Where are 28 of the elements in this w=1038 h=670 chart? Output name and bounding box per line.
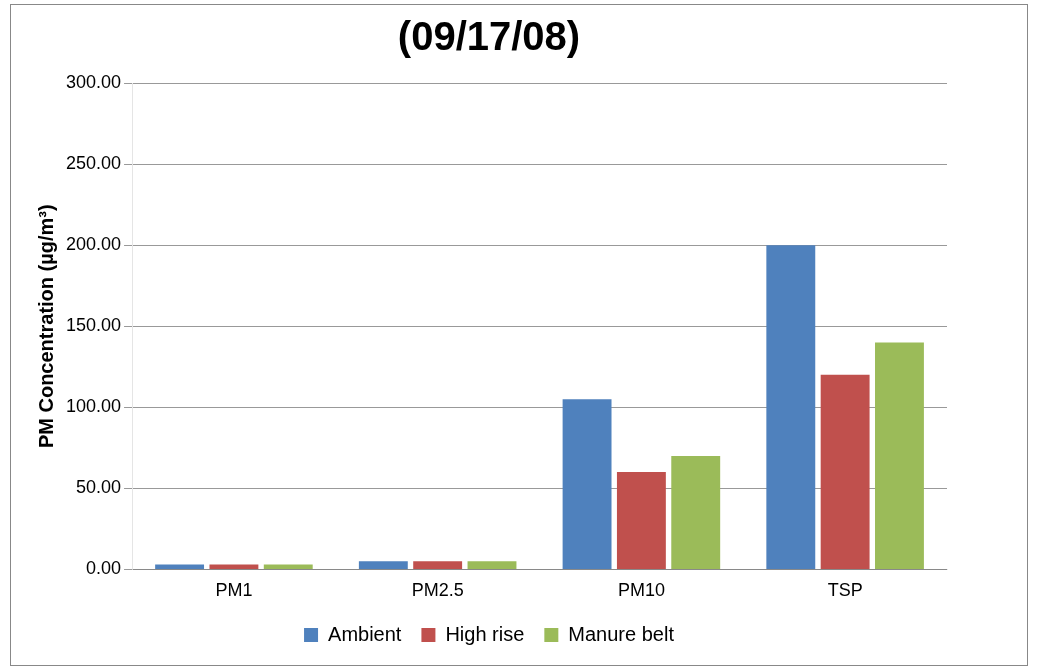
bar (155, 564, 205, 569)
y-tick-label: 200.00 (65, 234, 122, 255)
bar (413, 561, 463, 569)
bar (209, 564, 259, 569)
chart-title: (09/17/08) (397, 14, 581, 59)
x-tick-label: PM2.5 (411, 580, 464, 601)
y-tick-label: 250.00 (65, 153, 122, 174)
y-tick-label: 0.00 (86, 558, 122, 579)
bar (766, 245, 816, 569)
bar (358, 561, 408, 569)
bar (263, 564, 313, 569)
bar (671, 455, 721, 569)
bar (875, 342, 924, 569)
legend-label: Ambient (328, 622, 402, 645)
y-tick-label: 300.00 (65, 71, 122, 92)
y-tick-label: 150.00 (65, 315, 122, 336)
y-tick-label: 50.00 (76, 477, 122, 498)
y-axis-title: PM Concentration (µg/m³) (34, 204, 57, 449)
bar (616, 472, 666, 569)
legend-label: High rise (445, 622, 525, 645)
legend-label: Manure belt (568, 622, 675, 645)
x-tick-label: PM10 (617, 580, 665, 601)
x-tick-label: PM1 (215, 580, 253, 601)
bar (467, 561, 517, 569)
bar (820, 374, 870, 569)
x-tick-label: TSP (827, 580, 863, 601)
y-tick-label: 100.00 (65, 396, 122, 417)
bar (562, 399, 612, 569)
